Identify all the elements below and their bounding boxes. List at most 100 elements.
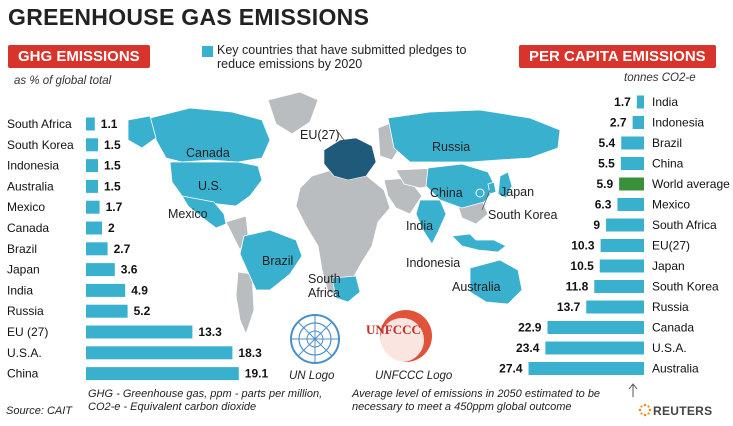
ghg-value-label: 1.7 <box>106 200 123 214</box>
ghg-value-label: 1.5 <box>104 159 121 173</box>
per-capita-value-label: 9 <box>593 218 600 232</box>
average-note-arrow <box>628 383 638 397</box>
ghg-bar <box>86 346 233 360</box>
per-capita-value-label: 27.4 <box>499 362 523 376</box>
ghg-value-label: 3.6 <box>121 263 138 277</box>
per-capita-bar <box>586 300 644 314</box>
un-logo <box>290 314 340 364</box>
per-capita-category-label: South Korea <box>652 280 719 294</box>
ghg-value-label: 1.5 <box>104 179 121 193</box>
ghg-value-label: 2 <box>108 221 115 235</box>
per-capita-category-label: Indonesia <box>652 116 704 130</box>
per-capita-value-label: 2.7 <box>610 116 627 130</box>
per-capita-bar <box>528 362 644 375</box>
map-eu <box>323 137 377 181</box>
alaska-shape <box>127 115 157 149</box>
legend-text: Key countries that have submitted pledge… <box>217 43 467 71</box>
unfccc-logo-label: UNFCCC Logo <box>375 370 453 382</box>
ghg-category-label: Japan <box>7 263 40 277</box>
map-label-brazil: Brazil <box>262 254 294 268</box>
per-capita-bar <box>621 136 644 150</box>
per-capita-value-label: 22.9 <box>518 321 542 335</box>
ghg-value-label: 1.5 <box>104 138 121 152</box>
ghg-category-label: U.S.A. <box>7 346 42 360</box>
ghg-value-label: 18.3 <box>238 346 262 360</box>
ghg-bar <box>86 138 98 152</box>
ghg-bar <box>86 200 100 214</box>
map-label-south-africa: South Africa <box>308 272 341 300</box>
per-capita-value-label: 6.3 <box>595 198 612 212</box>
eu-shape <box>323 137 377 181</box>
ghg-value-label: 1.1 <box>101 117 118 131</box>
per-capita-value-label: 10.3 <box>571 239 595 253</box>
source-label: Source: CAIT <box>6 405 73 417</box>
per-capita-bar <box>599 259 644 273</box>
map-label-australia: Australia <box>452 280 501 294</box>
ghg-bar <box>86 159 98 173</box>
map-label-mexico: Mexico <box>168 207 208 221</box>
ghg-category-label: China <box>7 367 39 381</box>
ghg-category-label: India <box>7 283 33 297</box>
footnote: GHG - Greenhouse gas, ppm - parts per mi… <box>88 388 323 413</box>
eu-leader-line <box>337 131 345 141</box>
page-title: GREENHOUSE GAS EMISSIONS <box>8 4 370 30</box>
per-capita-category-label: South Africa <box>652 218 717 232</box>
canada-shape <box>149 107 271 163</box>
per-capita-bar <box>606 218 644 232</box>
greenland-shape <box>267 91 319 135</box>
per-capita-value-label: 13.7 <box>557 300 581 314</box>
brazil-shape <box>239 229 303 291</box>
indonesia-shape <box>451 233 507 253</box>
australia-shape <box>469 259 523 305</box>
ghg-bar <box>86 242 108 256</box>
ghg-category-label: Mexico <box>7 200 45 214</box>
ghg-bar <box>86 325 193 339</box>
un-logo-label: UN Logo <box>289 370 335 382</box>
per-capita-category-label: U.S.A. <box>652 341 687 355</box>
per-capita-highlight-bar <box>619 177 644 191</box>
per-capita-category-label: World average <box>652 177 730 191</box>
per-capita-unit-label: tonnes CO2-e <box>624 72 696 84</box>
per-capita-value-label: 1.7 <box>614 95 631 109</box>
south-africa-shape <box>331 275 361 303</box>
per-capita-category-label: China <box>652 157 684 171</box>
ghg-unit-label: as % of global total <box>14 75 112 87</box>
ghg-bar <box>86 283 126 297</box>
per-capita-category-label: Russia <box>652 300 689 314</box>
map-land <box>225 91 489 336</box>
average-note: Average level of emissions in 2050 estim… <box>352 388 601 413</box>
per-capita-bar <box>632 116 644 129</box>
korea-marker <box>475 188 485 198</box>
unfccc-logo-text: UNFCCC <box>366 322 421 337</box>
per-capita-value-label: 23.4 <box>516 341 540 355</box>
per-capita-bar <box>617 198 644 211</box>
map-label-eu: EU(27) <box>300 128 340 142</box>
japan-shape <box>497 171 513 199</box>
ghg-bar <box>86 221 102 235</box>
ghg-value-label: 5.2 <box>134 304 151 318</box>
mexico-shape <box>181 195 227 229</box>
per-capita-value-label: 10.5 <box>570 259 594 273</box>
map-label-indonesia: Indonesia <box>406 256 461 270</box>
ghg-value-label: 19.1 <box>245 367 269 381</box>
per-capita-category-label: Canada <box>652 321 694 335</box>
per-capita-bar <box>620 157 644 170</box>
map-label-us: U.S. <box>198 179 223 193</box>
ghg-header: GHG EMISSIONS <box>8 45 150 68</box>
map-label-canada: Canada <box>186 146 230 160</box>
ghg-category-label: Canada <box>7 221 49 235</box>
per-capita-value-label: 5.4 <box>599 136 616 150</box>
map-leader-lines <box>337 131 491 211</box>
per-capita-value-label: 5.9 <box>596 177 613 191</box>
ghg-category-label: Indonesia <box>7 159 59 173</box>
map-label-japan: Japan <box>500 185 535 199</box>
per-capita-header: PER CAPITA EMISSIONS <box>519 45 716 68</box>
per-capita-category-label: EU(27) <box>652 239 690 253</box>
korea-leader-line <box>481 189 491 211</box>
ghg-category-label: South Korea <box>7 138 74 152</box>
ghg-category-label: Australia <box>7 179 54 193</box>
reuters-brand: REUTERS <box>653 404 713 418</box>
map-label-russia: Russia <box>432 140 471 154</box>
ghg-category-label: South Africa <box>7 117 72 131</box>
